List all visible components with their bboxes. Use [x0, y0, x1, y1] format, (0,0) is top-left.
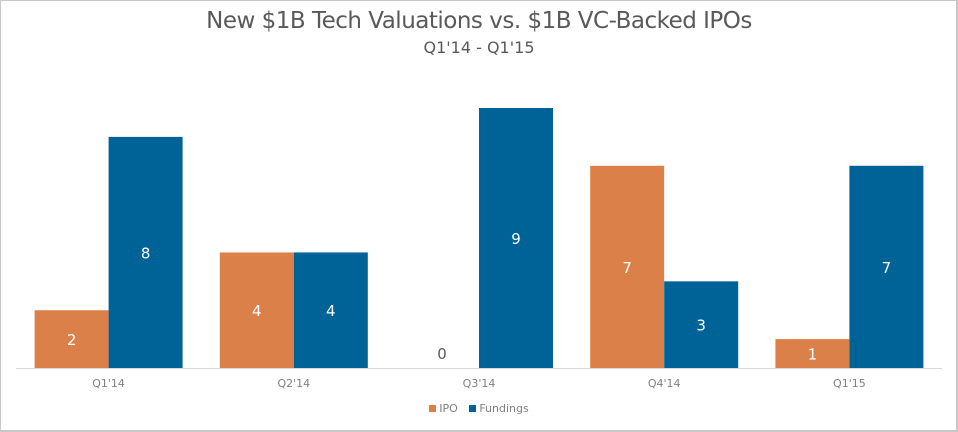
legend-swatch-ipo	[429, 405, 437, 412]
legend-swatch-fundings	[469, 405, 477, 412]
data-label-fundings-0: 8	[141, 244, 151, 262]
x-tick-label: Q4'14	[648, 377, 681, 390]
bar-fundings-3	[664, 281, 739, 368]
bars-layer	[34, 108, 924, 368]
data-label-ipo-3: 7	[622, 259, 632, 277]
data-labels-layer: 2 8 4 4 0 9 7 3 1 7	[67, 230, 891, 364]
data-label-ipo-0: 2	[67, 331, 77, 349]
legend-item-ipo: IPO	[429, 402, 458, 415]
data-label-ipo-4: 1	[808, 346, 818, 364]
bar-ipo-4	[775, 339, 850, 368]
x-tick-label: Q3'14	[463, 377, 496, 390]
legend-label-fundings: Fundings	[479, 402, 529, 415]
bar-ipo-1	[219, 252, 294, 368]
chart-subtitle: Q1'14 - Q1'15	[423, 38, 535, 57]
data-label-fundings-4: 7	[882, 259, 892, 277]
legend: IPO Fundings	[0, 402, 958, 415]
chart-title: New $1B Tech Valuations vs. $1B VC-Backe…	[206, 8, 752, 34]
x-tick-label: Q1'14	[92, 377, 125, 390]
data-label-fundings-1: 4	[326, 302, 336, 320]
x-tick-label: Q2'14	[277, 377, 310, 390]
data-label-ipo-1: 4	[252, 302, 262, 320]
x-tick-labels-layer: Q1'14 Q2'14 Q3'14 Q4'14 Q1'15	[92, 377, 865, 390]
x-tick-label: Q1'15	[833, 377, 866, 390]
data-label-fundings-2: 9	[511, 230, 521, 248]
legend-label-ipo: IPO	[439, 402, 458, 415]
bar-ipo-3	[590, 165, 665, 368]
legend-item-fundings: Fundings	[469, 402, 529, 415]
bar-fundings-2	[479, 108, 553, 368]
data-label-fundings-3: 3	[696, 317, 706, 335]
bar-ipo-0	[34, 310, 109, 368]
bar-fundings-1	[293, 252, 368, 368]
bar-fundings-0	[108, 136, 183, 368]
data-label-ipo-2: 0	[437, 345, 447, 363]
bar-fundings-4	[849, 165, 924, 368]
